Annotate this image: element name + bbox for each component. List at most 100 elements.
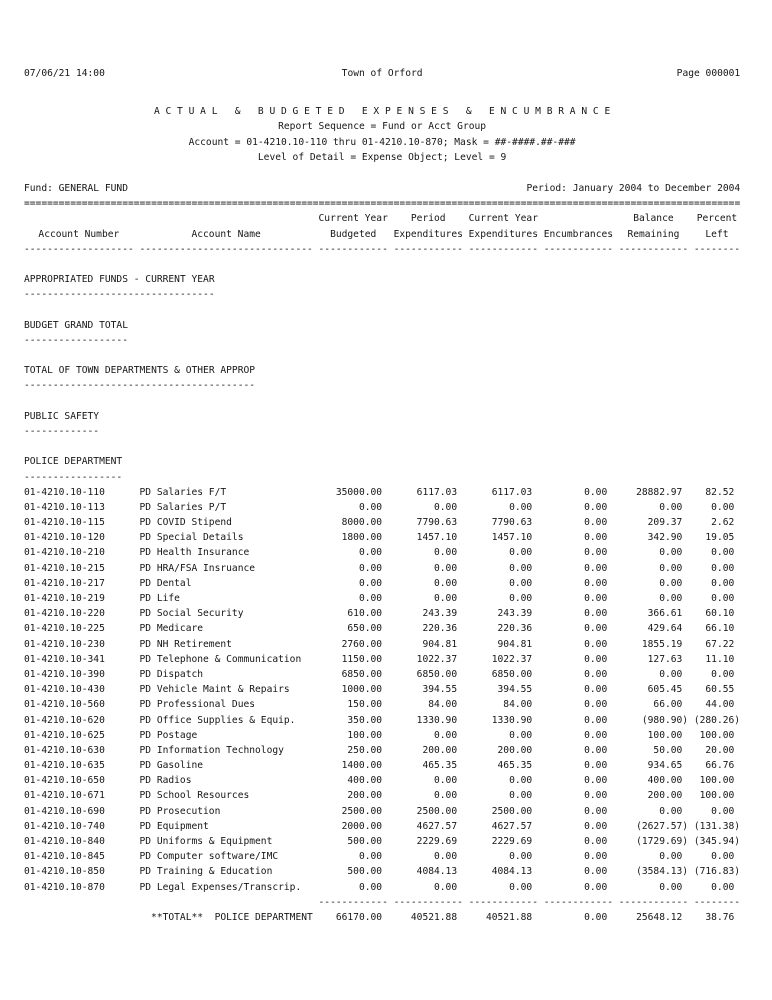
col-header-blank-3 [544, 211, 613, 226]
period-expenditures-cell: 6117.03 [416, 486, 463, 498]
percent-left-cell: 67.22 [705, 638, 741, 650]
percent-left-cell: 66.76 [705, 760, 741, 772]
cy-expenditures-cell: 0.00 [509, 593, 538, 604]
table-row: 01-4210.10-620 PD Office Supplies & Equi… [24, 713, 740, 728]
balance-remaining-cell: 209.37 [647, 517, 689, 529]
percent-left-cell: (131.38) [693, 820, 741, 832]
column-dashes: ------------ [318, 896, 388, 908]
account-name-cell: PD Professional Dues [139, 699, 256, 711]
budgeted-cell: 150.00 [347, 699, 388, 711]
encumbrances-cell: 0.00 [584, 638, 614, 650]
cy-expenditures-cell: 84.00 [503, 699, 538, 711]
section-underline: ------------- [24, 425, 100, 437]
period-expenditures-cell: 0.00 [434, 501, 463, 513]
table-row: 01-4210.10-630 PD Information Technology… [24, 743, 740, 758]
budgeted-cell: 1400.00 [341, 760, 388, 772]
account-number-cell: 01-4210.10-850 [24, 866, 105, 878]
period-expenditures-cell: 0.00 [434, 729, 463, 741]
total-percent-left-cell: 38.76 [705, 911, 741, 923]
col-header-current-year-top: Current Year [318, 213, 388, 225]
account-number-cell: 01-4210.10-120 [24, 532, 105, 544]
cy-expenditures-cell: 0.00 [509, 501, 538, 513]
period-expenditures-cell: 1457.10 [416, 532, 463, 544]
account-name-cell: PD Information Technology [139, 744, 284, 756]
column-dashes: ------------ [618, 243, 689, 255]
percent-left-cell: 0.00 [711, 562, 741, 574]
account-name-cell: PD Equipment [139, 820, 209, 832]
page-number: Page 000001 [676, 68, 741, 79]
period-expenditures-cell: 0.00 [434, 775, 463, 787]
table-row: 01-4210.10-650 PD Radios 400.00 0.00 0.0… [24, 773, 740, 788]
balance-remaining-cell: 0.00 [659, 547, 689, 559]
table-row: 01-4210.10-740 PD Equipment 2000.00 4627… [24, 819, 740, 834]
total-budgeted-cell: 66170.00 [335, 911, 388, 923]
percent-left-cell: 100.00 [699, 790, 741, 802]
budgeted-cell: 200.00 [347, 790, 388, 802]
period-expenditures-cell: 1330.90 [416, 714, 463, 726]
balance-remaining-cell: 50.00 [653, 744, 689, 756]
percent-left-cell: 11.10 [705, 653, 741, 665]
percent-left-cell: 0.00 [711, 805, 741, 817]
budgeted-cell: 610.00 [347, 608, 388, 620]
account-name-cell: PD Dispatch [139, 668, 204, 680]
print-datetime: 07/06/21 14:00 [24, 68, 105, 79]
column-dashes: ------------------------------ [139, 243, 313, 255]
account-name-cell: PD Training & Education [139, 866, 273, 878]
table-row: 01-4210.10-230 PD NH Retirement 2760.00 … [24, 637, 740, 652]
cy-expenditures-cell: 0.00 [509, 729, 538, 741]
account-number-cell: 01-4210.10-560 [24, 699, 105, 711]
column-underline-row: ------------------- ---------------------… [24, 242, 740, 257]
column-dashes: ------------ [618, 896, 689, 908]
budgeted-cell: 35000.00 [335, 486, 388, 498]
column-dashes: ------------ [468, 896, 538, 908]
account-name-cell: PD Prosecution [139, 805, 221, 817]
report-subtitle-detail-level: Level of Detail = Expense Object; Level … [257, 151, 507, 163]
budgeted-cell: 1000.00 [341, 684, 388, 696]
cy-expenditures-cell: 0.00 [509, 881, 538, 893]
balance-remaining-cell: 400.00 [647, 775, 689, 787]
balance-remaining-cell: (980.90) [641, 714, 689, 726]
account-number-cell: 01-4210.10-690 [24, 805, 105, 817]
budgeted-cell: 500.00 [347, 836, 388, 847]
col-header-encumbrances: Encumbrances [543, 228, 614, 240]
table-row: 01-4210.10-113 PD Salaries P/T 0.00 0.00… [24, 500, 740, 515]
table-body: 01-4210.10-110 PD Salaries F/T 35000.00 … [24, 485, 772, 895]
percent-left-cell: 0.00 [711, 668, 741, 680]
period-expenditures-cell: 7790.63 [416, 517, 463, 529]
balance-remaining-cell: 0.00 [659, 562, 689, 574]
encumbrances-cell: 0.00 [584, 653, 614, 665]
column-dashes: ------------ [543, 896, 614, 908]
table-row: 01-4210.10-690 PD Prosecution 2500.00 25… [24, 804, 740, 819]
table-row: 01-4210.10-225 PD Medicare 650.00 220.36… [24, 621, 740, 636]
budgeted-cell: 400.00 [347, 775, 388, 787]
table-row: 01-4210.10-390 PD Dispatch 6850.00 6850.… [24, 667, 740, 682]
balance-remaining-cell: 0.00 [659, 501, 689, 513]
budgeted-cell: 2000.00 [341, 820, 388, 832]
encumbrances-cell: 0.00 [584, 623, 614, 635]
percent-left-cell: 60.10 [705, 608, 741, 620]
col-header-period-expenditures: Expenditures [393, 228, 463, 240]
percent-left-cell: 0.00 [711, 593, 741, 604]
section-heading: APPROPRIATED FUNDS - CURRENT YEAR [24, 274, 215, 286]
cy-expenditures-cell: 2500.00 [491, 805, 538, 817]
section-underline: --------------------------------- [24, 289, 215, 301]
balance-remaining-cell: 200.00 [647, 790, 689, 802]
col-header-current-year-top-2: Current Year [468, 213, 538, 225]
cy-expenditures-cell: 0.00 [509, 790, 538, 802]
account-name-cell: PD Life [139, 593, 180, 604]
cy-expenditures-cell: 243.39 [497, 608, 538, 620]
cy-expenditures-cell: 0.00 [509, 562, 538, 574]
period-expenditures-cell: 465.35 [422, 760, 463, 772]
table-row: 01-4210.10-560 PD Professional Dues 150.… [24, 697, 740, 712]
encumbrances-cell: 0.00 [584, 760, 614, 772]
encumbrances-cell: 0.00 [584, 790, 614, 802]
account-name-cell: PD Medicare [139, 623, 204, 635]
column-dashes [24, 895, 134, 910]
column-dashes: ------------ [318, 243, 388, 255]
account-name-cell: PD Radios [139, 775, 192, 787]
account-name-cell: PD School Resources [139, 790, 250, 802]
total-name-cell: **TOTAL** POLICE DEPARTMENT [140, 910, 313, 925]
section-budget-grand-total: BUDGET GRAND TOTAL ------------------ [24, 302, 772, 348]
account-name-cell: PD Postage [139, 729, 198, 741]
account-number-cell: 01-4210.10-215 [24, 562, 105, 574]
